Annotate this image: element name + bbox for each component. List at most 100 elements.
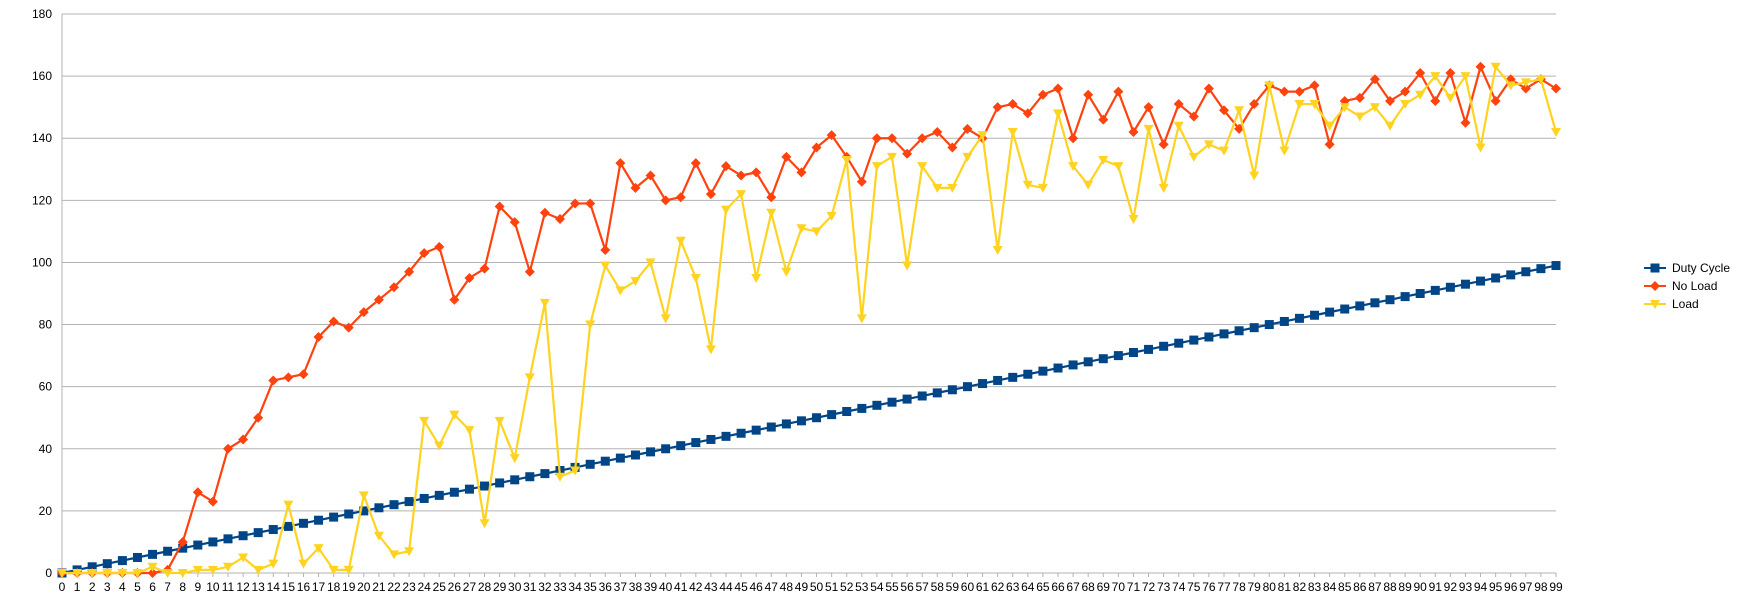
x-tick-label: 93 (1459, 580, 1473, 594)
x-tick-label: 98 (1534, 580, 1548, 594)
data-point-no-load (539, 207, 550, 218)
x-tick-label: 15 (282, 580, 296, 594)
data-point-no-load (1551, 83, 1561, 94)
x-tick-label: 99 (1549, 580, 1563, 594)
data-point-load (1234, 106, 1245, 116)
data-point-duty-cycle (1521, 267, 1531, 277)
data-point-duty-cycle (1128, 348, 1138, 358)
data-point-load (932, 183, 943, 193)
data-point-duty-cycle (1491, 273, 1501, 283)
data-point-load (313, 544, 324, 554)
data-point-duty-cycle (525, 472, 535, 482)
data-point-duty-cycle (208, 537, 218, 547)
x-tick-label: 91 (1429, 580, 1443, 594)
data-point-load (1309, 100, 1320, 110)
data-point-duty-cycle (540, 469, 550, 479)
data-point-load (464, 426, 475, 436)
data-point-load (977, 131, 988, 141)
data-point-duty-cycle (1068, 360, 1078, 370)
data-point-duty-cycle (1294, 313, 1304, 323)
data-point-duty-cycle (223, 534, 233, 544)
data-point-load (1083, 180, 1094, 190)
data-point-duty-cycle (1023, 369, 1033, 379)
data-point-duty-cycle (630, 450, 640, 460)
series-line-no-load (62, 65, 1557, 575)
data-point-no-load (434, 241, 445, 252)
data-point-load (1400, 100, 1411, 110)
x-tick-label: 45 (734, 580, 748, 594)
data-point-duty-cycle (812, 413, 822, 423)
y-tick-label: 0 (45, 566, 52, 580)
data-point-duty-cycle (1234, 326, 1244, 336)
data-point-load (585, 320, 596, 330)
data-point-load (781, 267, 792, 277)
x-tick-label: 92 (1444, 580, 1458, 594)
data-point-no-load (298, 369, 309, 380)
data-point-duty-cycle (1430, 285, 1440, 295)
legend-marker-duty-cycle (1650, 263, 1660, 273)
data-point-no-load (902, 148, 913, 159)
data-point-no-load (1113, 86, 1124, 97)
data-point-no-load (373, 294, 384, 305)
data-point-no-load (856, 176, 867, 187)
data-point-load (1415, 90, 1426, 100)
data-point-duty-cycle (917, 391, 927, 401)
data-point-duty-cycle (480, 481, 490, 491)
legend: Duty Cycle No Load Load (1644, 261, 1730, 311)
data-point-duty-cycle (962, 382, 972, 392)
x-tick-label: 52 (840, 580, 854, 594)
series-load (57, 62, 1561, 578)
data-point-no-load (917, 133, 928, 144)
data-point-load (615, 286, 626, 296)
x-tick-label: 53 (855, 580, 869, 594)
x-tick-label: 59 (946, 580, 960, 594)
data-point-load (902, 261, 913, 271)
data-point-duty-cycle (1249, 323, 1259, 333)
data-point-duty-cycle (1279, 316, 1289, 326)
data-point-no-load (1098, 114, 1109, 125)
x-tick-label: 83 (1308, 580, 1322, 594)
x-tick-label: 5 (134, 580, 141, 594)
data-point-no-load (494, 201, 505, 212)
data-point-load (1068, 162, 1079, 172)
data-point-duty-cycle (706, 434, 716, 444)
data-point-duty-cycle (1506, 270, 1516, 280)
data-point-load (1173, 121, 1184, 131)
x-tick-label: 81 (1278, 580, 1292, 594)
data-point-load (1505, 81, 1516, 91)
data-point-duty-cycle (449, 487, 459, 497)
y-tick-label: 20 (39, 504, 53, 518)
data-point-no-load (1369, 74, 1380, 85)
data-point-duty-cycle (359, 506, 369, 516)
x-tick-label: 50 (810, 580, 824, 594)
x-tick-label: 75 (1187, 580, 1201, 594)
x-tick-label: 95 (1489, 580, 1503, 594)
data-point-no-load (1053, 83, 1063, 94)
y-tick-label: 60 (39, 380, 53, 394)
data-point-duty-cycle (646, 447, 656, 457)
data-point-no-load (932, 127, 943, 138)
data-point-no-load (524, 266, 535, 277)
data-point-no-load (313, 331, 324, 342)
data-point-no-load (796, 167, 807, 178)
data-point-no-load (1354, 92, 1365, 103)
x-tick-label: 74 (1172, 580, 1186, 594)
data-point-load (600, 261, 611, 271)
data-point-load (887, 152, 897, 162)
data-point-duty-cycle (283, 521, 293, 531)
data-point-duty-cycle (132, 552, 142, 562)
data-point-no-load (751, 167, 762, 178)
y-tick-label: 80 (39, 318, 53, 332)
x-tick-label: 96 (1504, 580, 1518, 594)
data-point-duty-cycle (1008, 372, 1018, 382)
data-point-no-load (1490, 95, 1501, 106)
data-point-no-load (464, 272, 475, 283)
x-tick-label: 55 (885, 580, 899, 594)
series-no-load (57, 61, 1561, 578)
x-tick-label: 39 (644, 580, 658, 594)
data-point-no-load (389, 282, 399, 293)
x-tick-label: 61 (976, 580, 990, 594)
data-point-no-load (600, 245, 611, 256)
